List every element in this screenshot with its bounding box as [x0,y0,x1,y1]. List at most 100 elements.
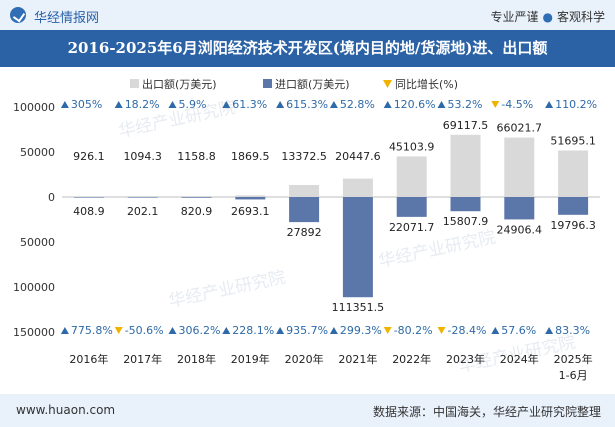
import-value-label: 408.9 [73,205,105,218]
legend-label-import: 进口额(万美元) [275,78,350,91]
import-growth-label: 306.2% [179,324,221,337]
y-tick-label: 100000 [13,101,55,114]
import-value-label: 27892 [287,226,322,239]
site-name: 华经情报网 [34,11,100,26]
x-tick-label: 2016年 [69,352,108,366]
export-growth-label: -4.5% [501,98,533,111]
import-bar [396,197,427,217]
import-value-label: 202.1 [127,205,159,218]
x-tick-label: 2023年 [446,352,485,366]
import-value-label: 22071.7 [389,221,435,234]
export-value-label: 69117.5 [443,119,489,132]
export-growth-up-icon [276,101,285,108]
export-bar [181,195,212,197]
chart-title: 2016-2025年6月浏阳经济技术开发区(境内目的地/货源地)进、出口额 [67,39,548,57]
tagline-left: 专业严谨 [490,10,539,24]
export-value-label: 1094.3 [123,150,162,163]
x-tick-label: 2020年 [285,352,324,366]
export-value-label: 1158.8 [177,150,216,163]
export-growth-down-icon [491,101,500,108]
import-bar [342,197,373,298]
import-growth-label: -50.6% [125,324,164,337]
export-growth-label: 615.3% [286,98,328,111]
import-growth-label: 299.3% [340,324,382,337]
import-growth-up-icon [222,327,231,334]
import-growth-up-icon [491,327,500,334]
export-growth-up-icon [222,101,231,108]
tagline: 专业严谨 ● 客观科学 [490,8,605,25]
import-growth-label: 83.3% [555,324,590,337]
export-growth-up-icon [60,101,69,108]
import-value-label: 24906.4 [497,223,543,236]
export-growth-up-icon [329,101,338,108]
import-value-label: 111351.5 [332,301,385,314]
export-growth-up-icon [545,101,554,108]
import-growth-label: -28.4% [448,324,487,337]
import-growth-up-icon [276,327,285,334]
footer-website: www.huaon.com [16,403,116,417]
export-value-label: 926.1 [73,150,105,163]
export-growth-up-icon [437,101,446,108]
import-growth-label: 935.7% [286,324,328,337]
export-value-label: 66021.7 [497,122,543,135]
import-growth-down-icon [437,327,446,334]
import-growth-label: -80.2% [394,324,433,337]
export-bar [235,195,266,197]
x-tick-label: 2025年 [554,352,593,366]
footer-source: 数据来源：中国海关，华经产业研究院整理 [372,405,601,419]
import-value-label: 2693.1 [231,205,270,218]
legend-label-export: 出口额(万美元) [142,77,217,91]
tagline-separator: ● [542,10,553,24]
x-tick-label: 2024年 [500,352,539,366]
import-bar [73,197,104,198]
legend-swatch-growth [383,80,392,88]
y-tick-label: 150000 [13,326,55,339]
import-growth-up-icon [168,327,177,334]
import-growth-down-icon [383,327,392,334]
x-tick-label: 2017年 [123,352,162,366]
y-tick-label: 100000 [13,281,55,294]
import-growth-up-icon [329,327,338,334]
export-value-label: 45103.9 [389,140,435,153]
export-growth-label: 61.3% [232,98,267,111]
import-value-label: 15807.9 [443,215,489,228]
export-growth-label: 53.2% [448,98,483,111]
export-growth-label: 5.9% [179,98,207,111]
export-value-label: 13372.5 [281,150,327,163]
import-growth-label: 57.6% [501,324,536,337]
import-bar [558,197,589,215]
import-bar [181,197,212,198]
export-value-label: 1869.5 [231,150,270,163]
export-bar [73,196,104,197]
y-tick-label: 50000 [20,146,55,159]
export-growth-label: 110.2% [555,98,597,111]
x-tick-label: 1-6月 [559,369,588,382]
x-tick-label: 2018年 [177,352,216,366]
import-growth-up-icon [60,327,69,334]
top-bar: 华经情报网 专业严谨 ● 客观科学 [0,0,615,30]
import-bar [127,197,158,198]
import-value-label: 19796.3 [550,219,596,232]
import-growth-label: 775.8% [71,324,113,337]
export-value-label: 51695.1 [550,134,596,147]
title-bar: 2016-2025年6月浏阳经济技术开发区(境内目的地/货源地)进、出口额 [0,30,615,67]
footer-bar: www.huaon.com 数据来源：中国海关，华经产业研究院整理 [0,394,615,427]
watermark-text: 华经产业研究院 [167,268,288,312]
export-growth-label: 18.2% [125,98,160,111]
logo-icon [10,7,26,23]
x-tick-label: 2021年 [338,352,377,366]
legend-label-growth: 同比增长(%) [395,77,458,91]
import-growth-up-icon [545,327,554,334]
import-bar [289,197,320,223]
tagline-right: 客观科学 [556,10,605,24]
export-bar [504,137,535,197]
watermark-text: 华经产业研究院 [377,228,498,272]
export-bar [127,196,158,197]
export-growth-label: 52.8% [340,98,375,111]
export-growth-label: 120.6% [394,98,436,111]
legend-swatch-import [263,79,272,88]
import-bar [450,197,481,212]
y-tick-label: 50000 [20,236,55,249]
x-tick-label: 2019年 [231,352,270,366]
